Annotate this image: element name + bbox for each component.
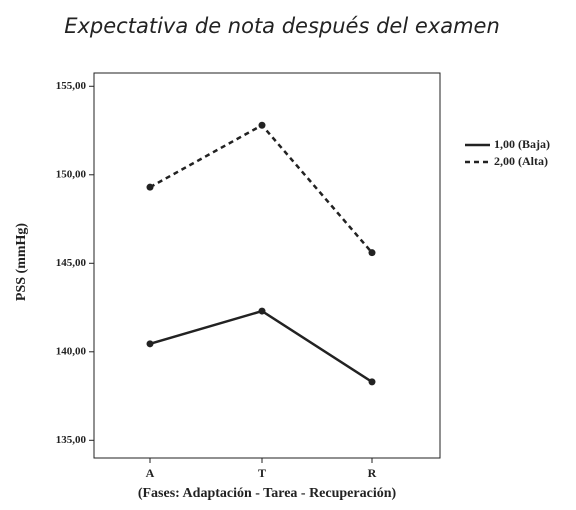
x-axis-label: (Fases: Adaptación - Tarea - Recuperació… [138,486,397,501]
x-tick-label: A [146,466,155,480]
data-point [368,249,376,257]
y-tick-label: 140,00 [56,345,87,357]
data-point [258,121,266,129]
data-point [146,183,154,191]
plot-frame [93,72,441,459]
x-tick-label: T [258,466,266,480]
series-line [149,309,373,383]
legend-label: 2,00 (Alta) [494,154,548,168]
y-tick-label: 135,00 [56,434,87,446]
data-point [146,340,154,348]
y-tick-label: 145,00 [56,257,87,269]
series-line [149,123,373,254]
x-tick-label: R [368,466,377,480]
data-point [368,378,376,386]
y-axis-label: PSS (mmHg) [14,223,29,302]
data-point [258,307,266,315]
legend-label: 1,00 (Baja) [494,137,550,151]
chart-title: Expectativa de nota después del examen [64,14,500,38]
y-tick-label: 155,00 [56,80,87,92]
y-tick-label: 150,00 [56,168,87,180]
